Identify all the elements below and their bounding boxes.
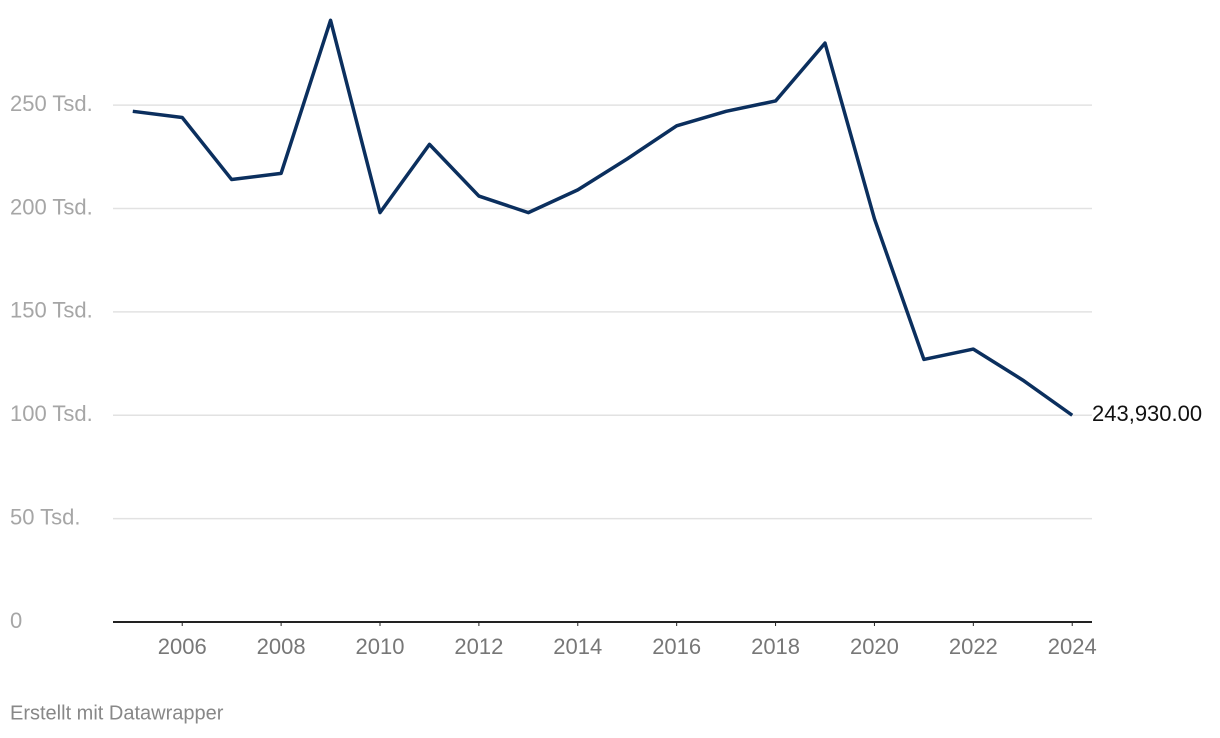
x-tick-label: 2014 (553, 634, 602, 659)
x-tick-label: 2020 (850, 634, 899, 659)
x-tick-label: 2024 (1048, 634, 1097, 659)
y-tick-label: 50 Tsd. (10, 504, 81, 529)
y-tick-label: 0 (10, 608, 22, 633)
annotation: 243,930.00 (1092, 401, 1202, 426)
x-tick-label: 2010 (356, 634, 405, 659)
x-tick-label: 2022 (949, 634, 998, 659)
x-tick-label: 2012 (454, 634, 503, 659)
x-tick-label: 2016 (652, 634, 701, 659)
y-tick-label: 250 Tsd. (10, 91, 93, 116)
x-tick-label: 2018 (751, 634, 800, 659)
y-tick-label: 100 Tsd. (10, 401, 93, 426)
x-tick-label: 2006 (158, 634, 207, 659)
footer: Erstellt mit Datawrapper (10, 702, 224, 724)
y-tick-label: 150 Tsd. (10, 298, 93, 323)
x-tick-label: 2008 (257, 634, 306, 659)
line (132, 18, 1074, 417)
y-tick-label: 200 Tsd. (10, 194, 93, 219)
